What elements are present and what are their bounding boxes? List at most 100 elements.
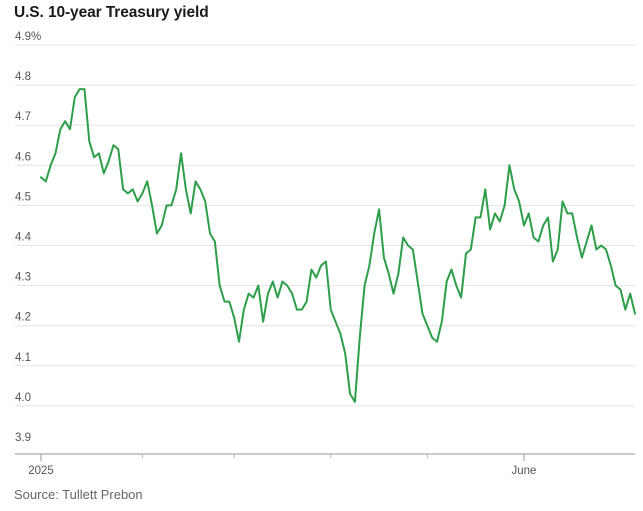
- data-point: [528, 212, 530, 214]
- data-point: [552, 261, 554, 263]
- y-tick-label: 4.8: [15, 71, 31, 83]
- data-point: [79, 88, 81, 90]
- data-point: [88, 140, 90, 142]
- data-point: [566, 212, 568, 214]
- chart-title: U.S. 10-year Treasury yield: [14, 4, 209, 21]
- data-point: [426, 325, 428, 327]
- data-point: [547, 216, 549, 218]
- data-point: [296, 309, 298, 311]
- data-point: [624, 309, 626, 311]
- data-point: [349, 393, 351, 395]
- data-point: [431, 337, 433, 339]
- data-point: [286, 285, 288, 287]
- data-point: [248, 293, 250, 295]
- data-point: [397, 273, 399, 275]
- data-point: [238, 341, 240, 343]
- data-point: [281, 281, 283, 283]
- data-point: [306, 301, 308, 303]
- source-note: Source: Tullett Prebon: [14, 487, 143, 502]
- data-point: [161, 224, 163, 226]
- y-tick-label: 4.4: [15, 232, 32, 244]
- data-point: [402, 236, 404, 238]
- data-point: [103, 172, 105, 174]
- data-point: [533, 236, 535, 238]
- y-tick-label: 4.7: [15, 111, 31, 123]
- data-point: [455, 285, 457, 287]
- data-point: [499, 220, 501, 222]
- data-point: [233, 317, 235, 319]
- data-point: [224, 301, 226, 303]
- data-point: [252, 297, 254, 299]
- data-point: [64, 120, 66, 122]
- data-point: [344, 353, 346, 355]
- data-point: [417, 281, 419, 283]
- data-point: [378, 208, 380, 210]
- data-point: [83, 88, 85, 90]
- data-point: [74, 96, 76, 98]
- data-point: [59, 128, 61, 130]
- data-point: [50, 164, 52, 166]
- data-point: [98, 152, 100, 154]
- data-point: [600, 245, 602, 247]
- series-line-10yr-yield: [40, 88, 636, 403]
- data-point: [272, 281, 274, 283]
- data-point: [475, 216, 477, 218]
- data-point: [190, 212, 192, 214]
- data-point: [156, 232, 158, 234]
- data-point: [214, 240, 216, 242]
- data-point: [634, 313, 636, 315]
- data-point: [40, 176, 42, 178]
- y-tick-label: 4.0: [15, 392, 31, 404]
- data-point: [310, 269, 312, 271]
- y-tick-label: 4.6: [15, 151, 31, 163]
- data-point: [595, 249, 597, 251]
- data-point: [354, 401, 356, 403]
- y-axis-tick-labels: 3.9 4.0 4.1 4.2 4.3 4.4 4.5 4.6 4.7 4.8 4.9%: [15, 31, 41, 444]
- data-point: [45, 180, 47, 182]
- data-point: [180, 152, 182, 154]
- y-tick-label: 4.1: [15, 352, 31, 364]
- data-point: [325, 261, 327, 263]
- data-point: [407, 245, 409, 247]
- data-point: [412, 249, 414, 251]
- data-point: [127, 192, 129, 194]
- data-point: [393, 293, 395, 295]
- data-point: [339, 333, 341, 335]
- data-point: [436, 341, 438, 343]
- data-point: [335, 321, 337, 323]
- data-point: [262, 321, 264, 323]
- data-point: [504, 204, 506, 206]
- data-point: [518, 200, 520, 202]
- data-point: [562, 200, 564, 202]
- data-point: [219, 285, 221, 287]
- y-tick-label: 4.5: [15, 191, 31, 203]
- data-point: [209, 232, 211, 234]
- data-point: [368, 265, 370, 267]
- data-point: [257, 285, 259, 287]
- data-point: [620, 289, 622, 291]
- y-tick-label: 4.9%: [15, 31, 41, 43]
- data-point: [359, 337, 361, 339]
- data-point: [388, 273, 390, 275]
- data-point: [484, 188, 486, 190]
- data-point: [170, 204, 172, 206]
- data-point: [576, 236, 578, 238]
- data-point: [441, 321, 443, 323]
- data-point: [151, 204, 153, 206]
- data-point: [320, 265, 322, 267]
- data-point: [175, 188, 177, 190]
- data-point: [137, 200, 139, 202]
- y-tick-label: 4.3: [15, 272, 31, 284]
- data-point: [610, 265, 612, 267]
- data-point: [291, 293, 293, 295]
- data-point: [195, 180, 197, 182]
- data-point: [117, 148, 119, 150]
- x-tick-label: June: [511, 465, 536, 477]
- data-point: [513, 188, 515, 190]
- data-point: [132, 188, 134, 190]
- data-point: [315, 277, 317, 279]
- data-point: [228, 301, 230, 303]
- series-layer: [40, 88, 636, 403]
- data-point: [364, 285, 366, 287]
- gridlines: [15, 44, 635, 407]
